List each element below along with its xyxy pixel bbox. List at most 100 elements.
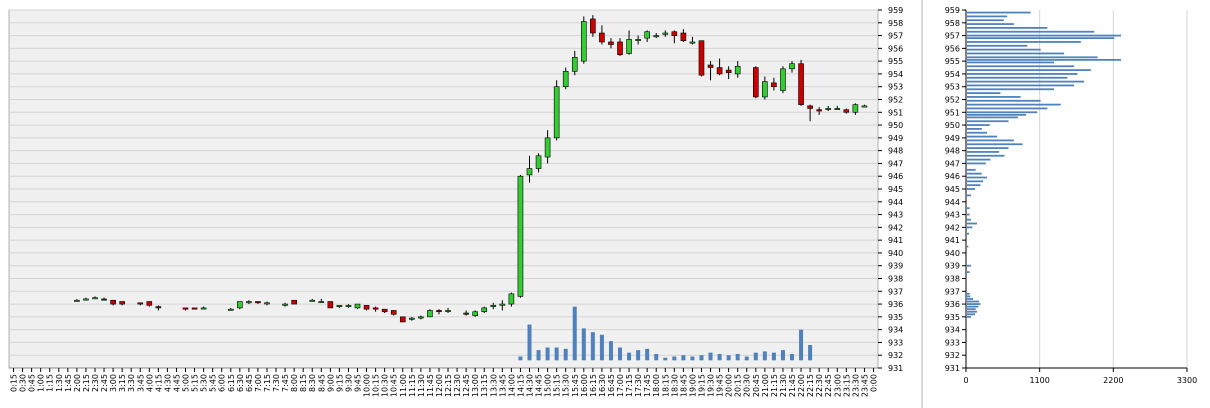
profile-bar (967, 226, 973, 229)
candle-up (409, 317, 415, 320)
profile-price-tick-label: 942 (945, 223, 960, 232)
candle-up (490, 305, 497, 307)
profile-price-tick-label: 948 (945, 147, 960, 156)
time-tick-label: 19:00 (688, 374, 697, 397)
profile-volume-tick-label: 3300 (1177, 376, 1197, 385)
profile-bar (967, 222, 978, 225)
time-tick-label: 21:00 (761, 374, 770, 397)
price-tick-label: 959 (888, 6, 903, 15)
candle-up (264, 302, 270, 305)
candle-up (861, 105, 868, 108)
time-tick-label: 13:00 (471, 374, 480, 397)
time-tick-label: 23:45 (860, 374, 869, 397)
time-tick-label: 20:15 (734, 374, 743, 397)
time-tick-label: 3:15 (118, 374, 127, 392)
time-tick-label: 2:30 (91, 374, 100, 392)
candle-up (780, 68, 786, 91)
time-tick-label: 9:00 (326, 374, 335, 392)
time-tick-label: 10:00 (363, 374, 372, 397)
profile-price-tick-label: 944 (945, 198, 960, 207)
candle-up (581, 21, 587, 62)
time-tick-label: 19:15 (697, 374, 706, 397)
volume-bar (790, 353, 795, 361)
time-tick-label: 10:30 (381, 374, 390, 397)
time-tick-label: 14:45 (535, 374, 544, 397)
volume-bar (799, 329, 804, 361)
candle-up (526, 168, 533, 176)
profile-price-tick-label: 949 (945, 134, 960, 143)
profile-bar (967, 37, 1115, 40)
time-tick-label: 7:00 (254, 374, 263, 392)
time-tick-label: 8:30 (308, 374, 317, 392)
profile-price-tick-label: 939 (945, 262, 960, 271)
candle-down (798, 63, 804, 105)
price-tick-label: 941 (888, 236, 903, 245)
profile-price-tick-label: 931 (945, 364, 960, 373)
time-tick-label: 23:30 (851, 374, 860, 397)
time-tick-label: 13:30 (489, 374, 498, 397)
volume-bar (608, 341, 613, 361)
time-tick-label: 5:45 (209, 374, 218, 392)
profile-bar (967, 131, 988, 134)
time-tick-label: 16:00 (580, 374, 589, 397)
time-tick-label: 1:00 (37, 374, 46, 392)
profile-price-tick-label: 934 (945, 326, 960, 335)
volume-bar (545, 347, 550, 361)
time-tick-label: 22:45 (824, 374, 833, 397)
profile-price-axis: 931 932 933 934 935 936 937 938 939 940 941 942 943 9… (945, 6, 967, 373)
price-tick-label: 957 (888, 32, 903, 41)
profile-bar (967, 232, 970, 235)
time-tick-label: 1:45 (64, 374, 73, 392)
profile-bar (967, 298, 974, 300)
candle-up (282, 303, 288, 306)
price-tick-label: 946 (888, 172, 903, 181)
candle-up (825, 108, 832, 110)
candle-down (137, 302, 144, 305)
candle-down (381, 308, 388, 313)
profile-price-tick-label: 938 (945, 275, 960, 284)
time-tick-label: 9:30 (344, 374, 353, 392)
time-tick-label: 5:15 (191, 374, 200, 392)
profile-bar (967, 58, 1122, 61)
volume-bar (717, 353, 722, 361)
time-tick-label: 4:15 (154, 374, 163, 392)
candle-down (843, 109, 850, 113)
candle-down (590, 18, 596, 34)
profile-volume-axis: 0 1100 2200 3300 (963, 367, 1197, 385)
time-tick-label: 12:45 (462, 374, 471, 397)
price-tick-label: 932 (888, 351, 903, 360)
profile-bar (967, 23, 1014, 25)
candle-down (372, 307, 379, 310)
profile-bar (967, 44, 1028, 47)
candle-up (318, 301, 325, 304)
profile-bar (967, 180, 984, 183)
price-tick-label: 952 (888, 96, 903, 105)
time-tick-label: 2:00 (73, 374, 82, 392)
profile-price-tick-label: 932 (945, 351, 960, 360)
price-tick-label: 931 (888, 364, 903, 373)
profile-bar (967, 84, 1075, 87)
candle-down (617, 41, 623, 56)
time-tick-label: 6:30 (236, 374, 245, 392)
volume-profile-chart[interactable]: 931 932 933 934 935 936 937 938 939 940 941 942 943 9… (945, 6, 1197, 385)
profile-price-tick-label: 950 (945, 121, 960, 130)
price-tick-label: 956 (888, 44, 903, 53)
profile-bar (967, 264, 972, 267)
time-tick-label: 6:15 (227, 374, 236, 392)
time-tick-label: 14:30 (525, 374, 534, 397)
candles (74, 15, 868, 323)
profile-bar (967, 300, 980, 303)
time-tick-label: 7:15 (263, 374, 272, 392)
candle-down (119, 301, 125, 305)
time-tick-label: 5:00 (182, 374, 191, 392)
time-tick-label: 15:30 (562, 374, 571, 397)
time-tick-label: 12:15 (444, 374, 453, 397)
profile-bar (967, 308, 976, 311)
profile-bar (967, 92, 1001, 95)
price-chart[interactable]: 931 932 933 934 935 936 937 938 939 940 941 942 943 9… (8, 6, 903, 397)
profile-bar (967, 124, 990, 126)
time-tick-label: 1:15 (46, 374, 55, 392)
profile-bar (967, 194, 972, 197)
candle-down (698, 40, 705, 76)
price-tick-label: 933 (888, 338, 903, 347)
